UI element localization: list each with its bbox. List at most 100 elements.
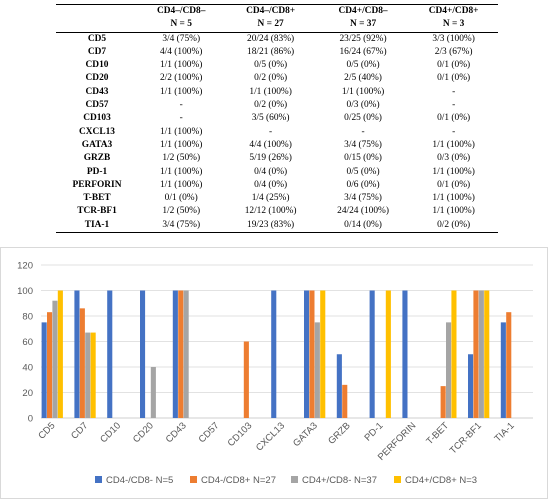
table-cell: - bbox=[179, 113, 183, 124]
table-cell: 0/14 (0%) bbox=[316, 218, 410, 234]
table-cell: 1/1 (100%) bbox=[159, 126, 203, 137]
row-label: TCR-BF1 bbox=[77, 206, 117, 217]
chart-frame: 0 20 40 60 80 100 120 CD5 CD7 CD10 CD20 CD43 CD57 CD1… bbox=[0, 247, 548, 499]
table-cell: - bbox=[452, 126, 456, 137]
table-row: TCR-BF1 1/2 (50%) 12/12 (100%) 24/24 (100%)… bbox=[56, 205, 498, 218]
bar bbox=[74, 290, 80, 418]
y-tick-label: 20 bbox=[22, 388, 33, 399]
bar bbox=[41, 322, 47, 418]
row-label: CD7 bbox=[87, 46, 107, 57]
table-cell: 1/1 (100%) bbox=[432, 139, 475, 150]
table-cell: - bbox=[452, 100, 456, 111]
bar bbox=[314, 322, 320, 418]
row-label: CD5 bbox=[87, 33, 107, 44]
bar bbox=[451, 290, 457, 418]
table-row: CD103 - 3/5 (60%) 0/25 (0%) 0/1 (0%) bbox=[56, 112, 498, 125]
table-cell: 5/19 (26%) bbox=[249, 153, 292, 164]
table-header-row: CD4–/CD8– CD4–/CD8+ CD4+/CD8– CD4+/CD8+ bbox=[56, 4, 498, 19]
legend-swatch bbox=[394, 476, 401, 483]
row-label: CD10 bbox=[85, 60, 109, 71]
table-cell: 0/1 (0%) bbox=[437, 113, 471, 124]
table-cell: 0/1 (0%) bbox=[164, 193, 198, 204]
table-row: CD57 - 0/2 (0%) 0/3 (0%) - bbox=[56, 99, 498, 112]
table-cell: 4/4 (100%) bbox=[159, 46, 203, 57]
table-cell: 4/4 (100%) bbox=[249, 139, 292, 150]
legend-label: CD4-/CD8- N=5 bbox=[106, 475, 173, 486]
table-cell: 1/1 (100%) bbox=[159, 60, 203, 71]
legend-swatch bbox=[190, 476, 197, 483]
table-cell: 2/5 (40%) bbox=[344, 73, 382, 84]
table-row: T-BET 0/1 (0%) 1/4 (25%) 3/4 (75%) 1/1 (100%… bbox=[56, 192, 498, 205]
row-label: CD103 bbox=[83, 113, 111, 124]
x-tick-label: PD-1 bbox=[362, 420, 385, 443]
table-row: CD10 1/1 (100%) 0/5 (0%) 0/5 (0%) 0/1 (0%) bbox=[56, 59, 498, 72]
row-label: CXCL13 bbox=[79, 126, 115, 137]
header-cell: CD4+/CD8+ bbox=[409, 4, 498, 19]
bar bbox=[172, 290, 178, 418]
table-row: GATA3 1/1 (100%) 4/4 (100%) 3/4 (75%) 1/1 (1… bbox=[56, 139, 498, 152]
table-row: CXCL13 1/1 (100%) - - - bbox=[56, 126, 498, 139]
bar bbox=[369, 290, 375, 418]
table-cell: 0/3 (0%) bbox=[437, 153, 471, 164]
bar bbox=[342, 384, 348, 418]
table-cell: - bbox=[452, 86, 456, 97]
table-row: CD43 1/1 (100%) 1/1 (100%) 1/1 (100%) - bbox=[56, 86, 498, 99]
bar bbox=[478, 290, 484, 418]
table-cell: 3/4 (75%) bbox=[138, 218, 225, 234]
table-body: CD5 3/4 (75%) 20/24 (83%) 23/25 (92%) 3/3 (1… bbox=[56, 32, 498, 234]
table-cell: 1/2 (50%) bbox=[162, 206, 201, 217]
x-tick-label: GRZB bbox=[326, 420, 352, 446]
x-tick-label: CD57 bbox=[197, 420, 222, 445]
bar bbox=[150, 367, 156, 418]
bar bbox=[243, 341, 249, 418]
table-cell: 1/1 (100%) bbox=[432, 166, 475, 177]
bar bbox=[107, 290, 113, 418]
table-cell: 0/1 (0%) bbox=[437, 60, 471, 71]
table-row: CD5 3/4 (75%) 20/24 (83%) 23/25 (92%) 3/3 (1… bbox=[56, 32, 498, 46]
header-cell bbox=[56, 4, 138, 19]
row-label: T-BET bbox=[83, 193, 111, 204]
row-label: TIA-1 bbox=[56, 218, 138, 234]
header-cell: CD4–/CD8– bbox=[138, 4, 225, 19]
table-cell: 3/4 (75%) bbox=[162, 33, 201, 44]
table-cell: 0/1 (0%) bbox=[437, 179, 471, 190]
table-cell: 0/2 (0%) bbox=[254, 100, 288, 111]
y-tick-label: 120 bbox=[17, 261, 33, 272]
table-cell: 0/15 (0%) bbox=[344, 153, 382, 164]
table-row: PERFORIN 1/1 (100%) 0/4 (0%) 0/6 (0%) 0/1 (0… bbox=[56, 179, 498, 192]
table-cell: 0/25 (0%) bbox=[344, 113, 382, 124]
table-cell: 12/12 (100%) bbox=[244, 206, 297, 217]
bar bbox=[506, 312, 512, 418]
bar bbox=[468, 354, 474, 418]
bar bbox=[385, 290, 391, 418]
x-tick-label: TIA-1 bbox=[493, 420, 517, 444]
results-table: CD4–/CD8– CD4–/CD8+ CD4+/CD8– CD4+/CD8+ … bbox=[56, 4, 498, 234]
table-cell: 20/24 (83%) bbox=[247, 33, 295, 44]
table-row: CD20 2/2 (100%) 0/2 (0%) 2/5 (40%) 0/1 (0%) bbox=[56, 72, 498, 85]
table-cell: - bbox=[269, 126, 273, 137]
table-row: CD7 4/4 (100%) 18/21 (86%) 16/24 (67%) 2/3 (… bbox=[56, 46, 498, 59]
y-tick-label: 100 bbox=[17, 286, 33, 297]
row-label: PD-1 bbox=[86, 166, 108, 177]
bar bbox=[446, 322, 452, 418]
subheader-cell: N = 5 bbox=[138, 18, 225, 33]
bar-chart: 0 20 40 60 80 100 120 CD5 CD7 CD10 CD20 CD43 CD57 CD1… bbox=[17, 261, 533, 486]
bar bbox=[85, 332, 91, 418]
bar bbox=[309, 290, 315, 418]
row-label: GATA3 bbox=[81, 139, 113, 150]
table-cell: 19/23 (83%) bbox=[224, 218, 317, 234]
x-tick-label: CD10 bbox=[98, 420, 123, 445]
x-tick-label: CD5 bbox=[36, 420, 57, 441]
legend-label: CD4+/CD8+ N=3 bbox=[405, 475, 477, 486]
subheader-cell: N = 37 bbox=[316, 18, 410, 33]
bar bbox=[79, 308, 85, 418]
row-label: CD20 bbox=[85, 73, 109, 84]
bar bbox=[90, 332, 96, 418]
row-label: GRZB bbox=[83, 153, 111, 164]
bar bbox=[47, 312, 53, 418]
table-cell: 0/1 (0%) bbox=[437, 73, 471, 84]
table-cell: 24/24 (100%) bbox=[337, 206, 389, 217]
subheader-cell: N = 27 bbox=[224, 18, 317, 33]
header-cell: CD4–/CD8+ bbox=[224, 4, 317, 19]
bar bbox=[57, 290, 63, 418]
